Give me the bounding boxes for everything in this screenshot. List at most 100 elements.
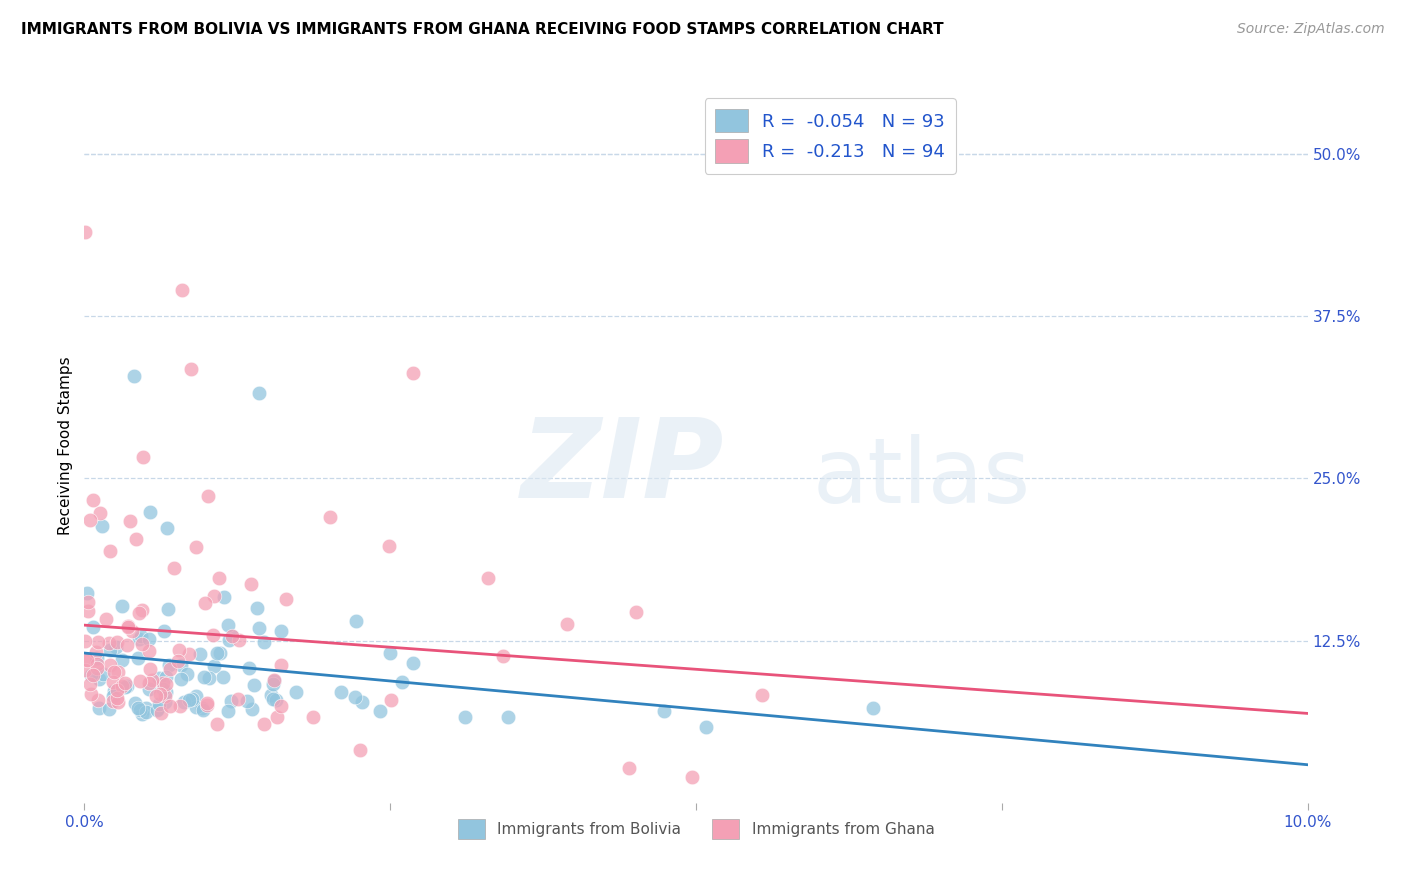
Point [862,701,884,715]
Point [194,596,217,610]
Point [107,665,129,679]
Point [124,696,146,710]
Point [184,700,207,714]
Point [75,225,97,239]
Point [76,586,98,600]
Point [124,532,146,546]
Point [91,519,114,533]
Point [79,513,101,527]
Point [149,706,172,721]
Point [191,702,214,716]
Point [198,671,221,685]
Point [122,369,145,384]
Point [652,704,675,718]
Point [114,680,136,694]
Point [218,632,240,647]
Point [111,679,134,693]
Point [285,685,308,699]
Point [751,688,773,702]
Point [167,643,190,657]
Point [343,690,366,705]
Point [240,576,263,591]
Point [226,692,249,706]
Point [247,622,270,636]
Point [270,624,292,638]
Legend: Immigrants from Bolivia, Immigrants from Ghana: Immigrants from Bolivia, Immigrants from… [451,814,941,845]
Point [87,635,110,649]
Point [212,670,235,684]
Point [97,636,120,650]
Point [138,681,160,696]
Point [202,589,225,603]
Point [454,710,477,724]
Point [243,678,266,692]
Point [127,700,149,714]
Point [117,620,139,634]
Point [169,698,191,713]
Point [155,670,177,684]
Point [76,594,98,608]
Point [76,653,98,667]
Point [159,661,181,675]
Point [105,635,128,649]
Point [101,674,124,689]
Point [121,624,143,638]
Point [114,676,136,690]
Point [264,693,287,707]
Point [349,742,371,756]
Point [217,618,239,632]
Point [266,710,288,724]
Point [179,693,201,707]
Point [180,362,202,376]
Point [75,633,97,648]
Point [152,624,174,639]
Point [319,510,342,524]
Point [172,283,194,297]
Point [105,640,128,655]
Point [120,514,142,528]
Point [228,632,250,647]
Point [101,694,124,708]
Point [177,647,200,661]
Point [263,673,285,687]
Point [127,650,149,665]
Point [135,700,157,714]
Point [138,644,160,658]
Point [205,646,228,660]
Point [129,628,152,642]
Point [146,702,169,716]
Point [402,656,425,670]
Point [131,602,153,616]
Point [219,694,242,708]
Point [98,658,121,673]
Point [103,665,125,680]
Point [153,689,176,703]
Point [184,540,207,554]
Point [129,703,152,717]
Point [145,703,167,717]
Point [153,695,176,709]
Point [208,646,231,660]
Point [156,602,179,616]
Point [262,677,284,691]
Point [163,560,186,574]
Text: Source: ZipAtlas.com: Source: ZipAtlas.com [1237,22,1385,37]
Point [184,689,207,703]
Point [155,677,177,691]
Point [208,571,231,585]
Point [129,673,152,688]
Point [246,601,269,615]
Point [402,366,425,380]
Point [170,672,193,686]
Point [270,657,292,672]
Point [236,693,259,707]
Point [141,673,163,687]
Point [181,692,204,706]
Point [105,691,128,706]
Point [84,645,107,659]
Point [330,685,353,699]
Point [86,657,108,671]
Point [77,653,100,667]
Point [131,450,153,465]
Point [117,619,139,633]
